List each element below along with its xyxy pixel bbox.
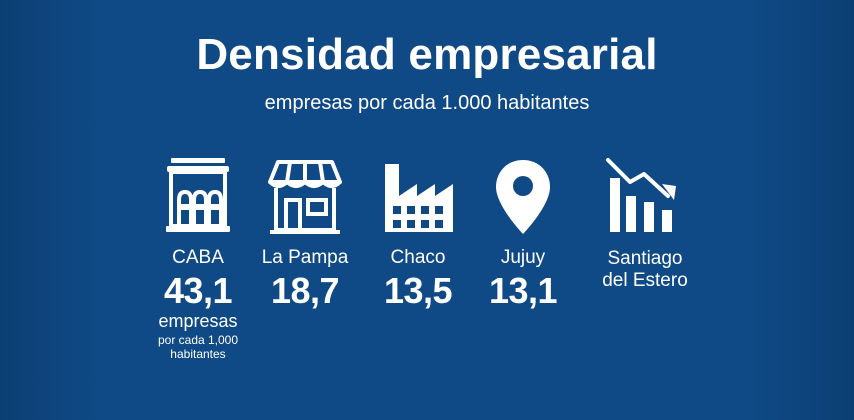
- region-card-santiago-del-estero: Santiago del Estero: [588, 156, 702, 292]
- building-columns-icon: [166, 158, 230, 232]
- storefront-icon: [268, 160, 342, 234]
- region-card-chaco: Chaco 13,5: [372, 156, 464, 310]
- page-title: Densidad empresarial: [196, 30, 658, 79]
- factory-icon: [385, 164, 453, 232]
- unit-detail: por cada 1,000 habitantes: [152, 333, 244, 362]
- region-value: 43,1: [163, 269, 233, 311]
- region-card-jujuy: Jujuy 13,1: [478, 156, 568, 310]
- unit-detail-line1: por cada 1,000: [157, 333, 239, 348]
- region-card-caba: CABA 43,1 empresas por cada 1,000 habita…: [152, 156, 244, 362]
- region-value: 18,7: [270, 269, 340, 311]
- region-name-line1: Santiago: [607, 248, 683, 269]
- region-value: 13,1: [488, 269, 558, 311]
- region-name: CABA: [172, 247, 224, 268]
- unit-label: empresas: [158, 311, 238, 332]
- region-name-line2: del Estero: [602, 269, 688, 291]
- unit-detail-line2: habitantes: [170, 347, 226, 362]
- region-name: Santiago del Estero: [588, 248, 702, 292]
- declining-bar-chart-icon: [606, 158, 676, 232]
- region-name: Jujuy: [500, 247, 546, 268]
- region-name: Chaco: [390, 247, 446, 268]
- region-card-la-pampa: La Pampa 18,7: [254, 156, 356, 310]
- page-subtitle: empresas por cada 1.000 habitantes: [264, 92, 590, 114]
- region-name: La Pampa: [261, 247, 349, 268]
- map-pin-icon: [496, 160, 550, 234]
- region-value: 13,5: [383, 269, 453, 311]
